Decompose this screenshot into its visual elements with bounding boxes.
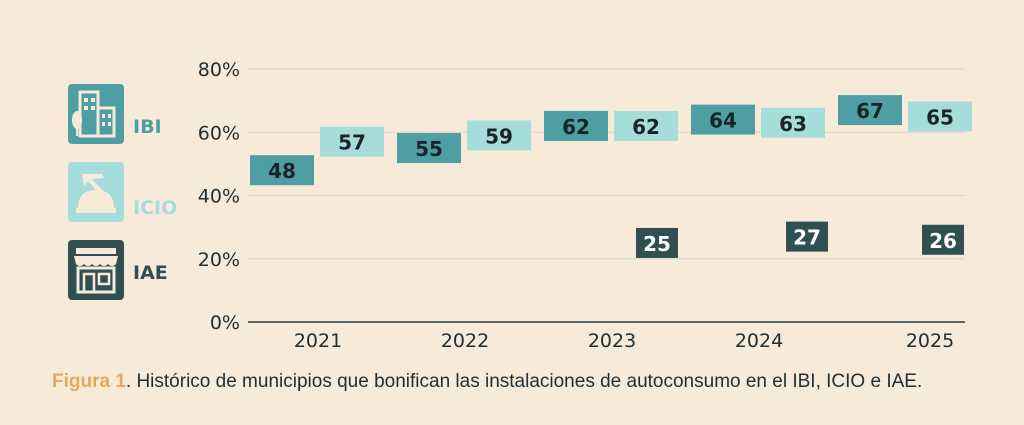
bar-rect bbox=[397, 133, 461, 164]
bar-ibi-2024: 64 bbox=[691, 104, 755, 135]
bar-icio-2023: 62 bbox=[614, 110, 678, 141]
x-tick-label: 2025 bbox=[906, 330, 954, 352]
x-tick-label: 2021 bbox=[294, 330, 342, 352]
y-tick-label: 60% bbox=[198, 122, 240, 144]
bar-rect bbox=[691, 104, 755, 135]
bar-value-label: 62 bbox=[562, 115, 590, 139]
bar-value-label: 27 bbox=[793, 226, 821, 250]
bar-value-label: 62 bbox=[632, 115, 660, 139]
bar-iae-2024: 27 bbox=[786, 221, 828, 252]
bar-ibi-2022: 55 bbox=[397, 133, 461, 164]
bar-rect bbox=[614, 110, 678, 141]
bar-rect bbox=[922, 224, 964, 255]
bar-rect bbox=[320, 126, 384, 157]
bar-rect bbox=[250, 155, 314, 186]
figure-label: Figura 1 bbox=[52, 371, 126, 392]
bar-value-label: 59 bbox=[485, 124, 513, 148]
bar-icio-2021: 57 bbox=[320, 126, 384, 157]
figure-caption: Figura 1. Histórico de municipios que bo… bbox=[52, 371, 1012, 393]
construction-hardhat-icon bbox=[68, 162, 124, 222]
bar-value-label: 57 bbox=[338, 131, 366, 155]
bar-value-label: 55 bbox=[415, 137, 443, 161]
x-tick-label: 2022 bbox=[441, 330, 489, 352]
bar-rect bbox=[636, 227, 678, 258]
bar-icio-2024: 63 bbox=[761, 107, 825, 138]
bar-ibi-2025: 67 bbox=[838, 95, 902, 126]
bar-iae-2023: 25 bbox=[636, 227, 678, 258]
bar-rect bbox=[544, 110, 608, 141]
bar-value-label: 65 bbox=[926, 105, 954, 129]
legend-label-icio: ICIO bbox=[133, 197, 178, 219]
bar-ibi-2021: 48 bbox=[250, 155, 314, 186]
bar-value-label: 63 bbox=[779, 112, 807, 136]
bar-value-label: 48 bbox=[268, 159, 296, 183]
bar-ibi-2023: 62 bbox=[544, 110, 608, 141]
bar-icio-2025: 65 bbox=[908, 101, 972, 132]
y-tick-label: 20% bbox=[198, 249, 240, 271]
bar-icio-2022: 59 bbox=[467, 120, 531, 151]
bar-rect bbox=[786, 221, 828, 252]
bar-value-label: 25 bbox=[643, 232, 671, 256]
caption-text: . Histórico de municipios que bonifican … bbox=[125, 371, 923, 392]
bar-rect bbox=[467, 120, 531, 151]
storefront-icon bbox=[68, 240, 124, 300]
bar-value-label: 64 bbox=[709, 109, 737, 133]
x-tick-label: 2024 bbox=[735, 330, 783, 352]
y-tick-label: 80% bbox=[198, 59, 240, 81]
bar-value-label: 26 bbox=[929, 229, 957, 253]
bar-value-label: 67 bbox=[856, 99, 884, 123]
bars: 48 55 62 64 67 57 59 62 63 65 25 27 26 bbox=[250, 95, 972, 258]
bar-rect bbox=[761, 107, 825, 138]
y-axis: 0% 20% 40% 60% 80% bbox=[198, 59, 240, 334]
x-tick-label: 2023 bbox=[588, 330, 636, 352]
buildings-icon bbox=[68, 84, 124, 144]
bar-iae-2025: 26 bbox=[922, 224, 964, 255]
x-axis: 2021 2022 2023 2024 2025 bbox=[294, 330, 954, 352]
legend-label-iae: IAE bbox=[133, 262, 168, 284]
y-tick-label: 40% bbox=[198, 186, 240, 208]
y-tick-label: 0% bbox=[210, 312, 240, 334]
legend-label-ibi: IBI bbox=[133, 116, 162, 138]
bar-rect bbox=[908, 101, 972, 132]
bar-rect bbox=[838, 95, 902, 126]
